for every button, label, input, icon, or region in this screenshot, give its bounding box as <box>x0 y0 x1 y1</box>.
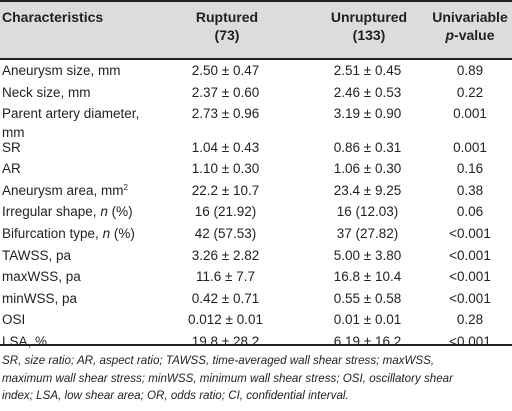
cell-unruptured: 37 (27.82) <box>336 226 399 242</box>
cell-ruptured: 19.8 ± 28.2 <box>191 334 260 350</box>
header-rule <box>0 58 512 60</box>
characteristic-text: Aneurysm area, mm <box>2 182 124 198</box>
cell-ruptured: 22.2 ± 10.7 <box>191 182 260 198</box>
cell-unruptured: 5.00 ± 3.80 <box>333 247 402 263</box>
characteristic-tail: (%) <box>110 226 135 242</box>
italic-n: n <box>100 204 108 220</box>
cell-p-value: <0.001 <box>449 247 491 263</box>
characteristic-tail: (%) <box>107 204 133 220</box>
characteristic-text: minWSS, pa <box>2 290 78 306</box>
header-band <box>0 2 512 58</box>
header-ruptured: Ruptured (73) <box>187 8 267 44</box>
header-unruptured: Unruptured (133) <box>317 8 421 44</box>
cell-unruptured: 0.86 ± 0.31 <box>333 139 402 155</box>
cell-ruptured: 2.73 ± 0.96 <box>191 106 260 122</box>
cell-ruptured: 3.26 ± 2.82 <box>191 247 260 263</box>
cell-unruptured: 0.01 ± 0.01 <box>333 312 402 328</box>
header-univariable-p: Univariable p-value <box>428 8 512 44</box>
cell-unruptured: 16.8 ± 10.4 <box>333 269 402 285</box>
header-p-value-label: p-value <box>428 26 512 44</box>
cell-characteristic: minWSS, pa <box>2 291 77 307</box>
characteristic-text: Neck size, mm <box>2 84 91 100</box>
cell-characteristic: maxWSS, pa <box>2 269 81 285</box>
footnote-line-2: maximum wall shear stress; minWSS, minim… <box>2 371 453 385</box>
footnote-line-3: index; LSA, low shear area; OR, odds rat… <box>2 389 349 402</box>
footnote-line-1: SR, size ratio; AR, aspect ratio; TAWSS,… <box>2 354 435 367</box>
cell-characteristic: Aneurysm size, mm <box>2 63 121 79</box>
cell-unruptured: 6.19 ± 16.2 <box>333 334 402 350</box>
characteristic-text: maxWSS, pa <box>2 269 81 285</box>
cell-p-value: 0.001 <box>453 106 487 122</box>
cell-characteristic: LSA, % <box>2 334 47 350</box>
cell-ruptured: 2.37 ± 0.60 <box>191 84 260 100</box>
cell-ruptured: 0.42 ± 0.71 <box>191 290 260 306</box>
characteristic-line-2: mm <box>2 125 25 141</box>
cell-p-value: <0.001 <box>449 226 491 242</box>
characteristic-text: LSA, % <box>2 334 48 350</box>
cell-unruptured: 2.51 ± 0.45 <box>333 63 402 78</box>
cell-ruptured: 0.012 ± 0.01 <box>188 312 263 328</box>
cell-characteristic: AR <box>2 161 21 177</box>
cell-p-value: 0.22 <box>456 84 484 100</box>
header-unruptured-n: (133) <box>352 27 386 43</box>
italic-n: n <box>102 226 111 242</box>
cell-p-value: <0.001 <box>449 334 491 350</box>
cell-ruptured: 2.50 ± 0.47 <box>191 63 260 78</box>
cell-unruptured: 23.4 ± 9.25 <box>333 182 402 198</box>
cell-p-value: 0.89 <box>456 63 484 78</box>
superscript: 2 <box>123 182 128 192</box>
cell-ruptured: 11.6 ± 7.7 <box>196 269 255 285</box>
cell-characteristic: Bifurcation type, n (%) <box>2 226 135 242</box>
table-footnote: SR, size ratio; AR, aspect ratio; TAWSS,… <box>2 352 507 405</box>
cell-characteristic: SR <box>2 140 21 156</box>
characteristic-text: Irregular shape, <box>2 204 101 220</box>
cell-p-value: <0.001 <box>449 269 491 285</box>
bottom-rule <box>0 344 512 346</box>
cell-ruptured: 42 (57.53) <box>194 226 257 242</box>
cell-p-value: 0.06 <box>456 204 484 220</box>
characteristic-text: TAWSS, pa <box>2 247 72 263</box>
cell-unruptured: 3.19 ± 0.90 <box>333 106 402 122</box>
header-unruptured-label: Unruptured <box>330 9 408 25</box>
header-univariable-label: Univariable <box>432 9 508 25</box>
characteristic-text: Bifurcation type, <box>2 226 103 242</box>
header-characteristics: Characteristics <box>2 9 104 25</box>
header-value-suffix: -value <box>454 27 495 43</box>
cell-p-value: 0.38 <box>456 182 484 198</box>
cell-ruptured: 1.04 ± 0.43 <box>191 139 260 155</box>
cell-ruptured: 1.10 ± 0.30 <box>191 161 260 177</box>
header-ruptured-n: (73) <box>214 27 240 43</box>
cell-ruptured: 16 (21.92) <box>194 204 257 220</box>
header-p-italic: p <box>445 27 455 43</box>
characteristic-text: Parent artery diameter, <box>2 106 140 122</box>
cell-unruptured: 16 (12.03) <box>336 204 399 220</box>
cell-unruptured: 1.06 ± 0.30 <box>333 161 402 177</box>
characteristic-text: OSI <box>2 312 26 328</box>
cell-unruptured: 2.46 ± 0.53 <box>333 84 402 100</box>
characteristic-text: SR <box>2 139 21 155</box>
cell-p-value: 0.001 <box>453 139 487 155</box>
characteristic-text: AR <box>2 161 21 177</box>
cell-p-value: <0.001 <box>449 290 491 306</box>
cell-p-value: 0.28 <box>456 312 484 328</box>
top-rule <box>0 0 512 2</box>
characteristic-text: Aneurysm size, mm <box>2 63 121 78</box>
cell-characteristic: Irregular shape, n (%) <box>2 204 133 220</box>
cell-characteristic: Parent artery diameter, mm <box>2 106 139 141</box>
header-ruptured-label: Ruptured <box>195 9 259 25</box>
cell-characteristic: Aneurysm area, mm2 <box>2 183 128 199</box>
cell-characteristic: TAWSS, pa <box>2 248 71 264</box>
cell-characteristic: Neck size, mm <box>2 85 91 101</box>
cell-p-value: 0.16 <box>456 161 484 177</box>
cell-unruptured: 0.55 ± 0.58 <box>333 290 402 306</box>
cell-characteristic: OSI <box>2 312 25 328</box>
